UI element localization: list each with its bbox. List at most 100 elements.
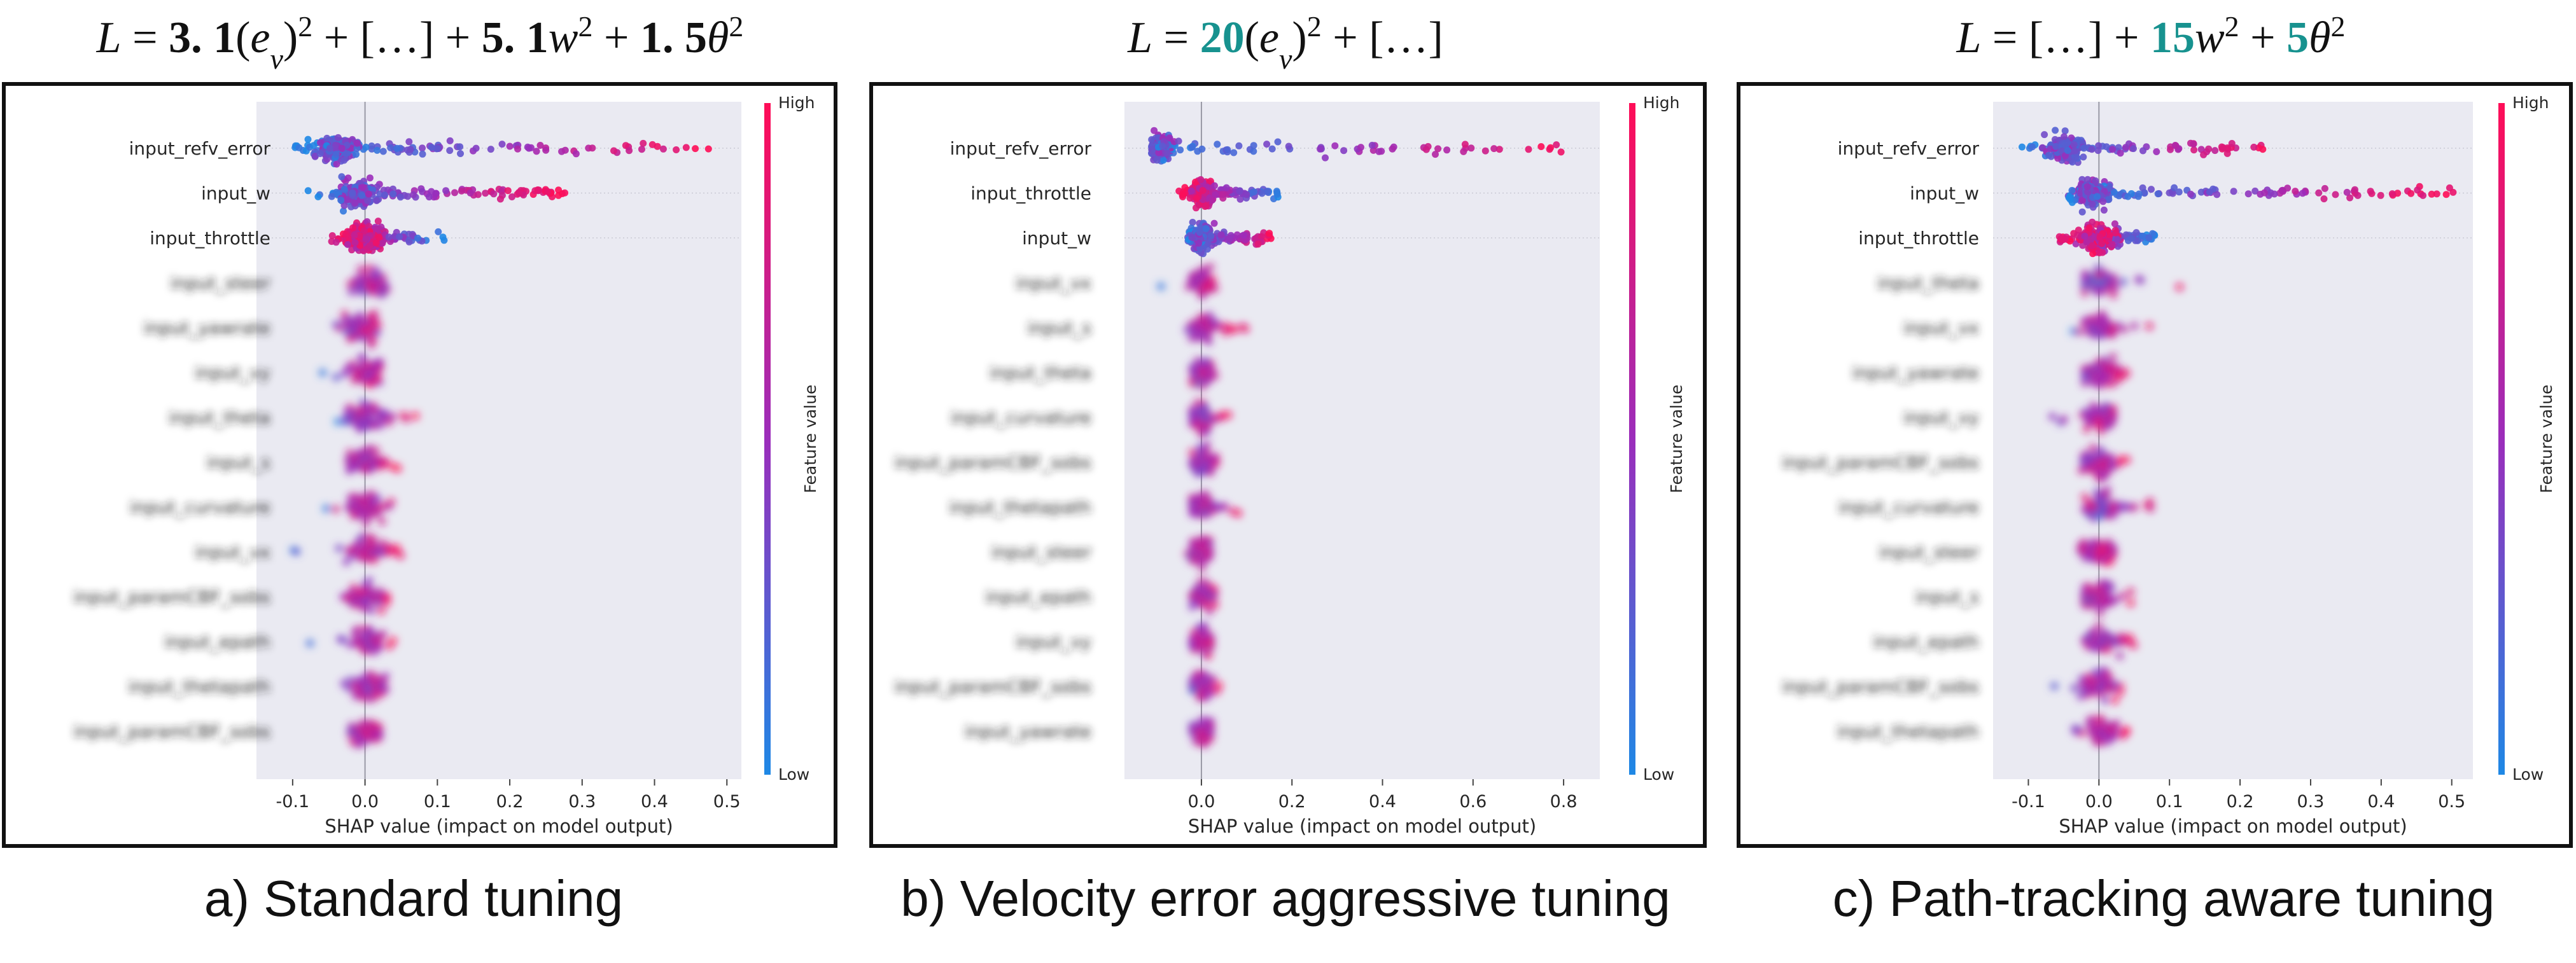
shap-point [1317,145,1324,153]
colorbar [1629,103,1635,775]
feature-row-input-thetapath: input_thetapath [128,670,391,704]
shap-point [2065,194,2073,202]
shap-point [2088,443,2097,453]
shap-point [351,454,360,463]
feature-label: input_epath [985,586,1091,607]
shap-point [1148,136,1156,143]
shap-point [1200,277,1209,286]
shap-point [2085,224,2093,232]
shap-point [364,282,374,292]
shap-point [1188,233,1196,241]
shap-point [1187,187,1195,195]
shap-point [1340,147,1348,155]
shap-point [2428,190,2435,198]
shap-point [365,370,374,380]
shap-point [2099,198,2107,205]
shap-point [391,548,400,557]
loss-formula: L = […] + 15w2 + 5θ2 [1956,10,2345,63]
shap-point [1210,219,1218,227]
shap-point [349,508,359,517]
shap-point [365,380,375,389]
shap-point [2087,597,2096,607]
shap-point [1206,263,1215,272]
shap-point [2068,186,2076,194]
feature-label: input_thetapath [949,497,1091,518]
feature-label: input_yawrate [964,721,1091,742]
shap-point [317,139,324,146]
shap-point [370,270,380,279]
shap-point [1210,414,1219,424]
shap-point [1557,148,1565,156]
shap-point [1258,190,1266,197]
shap-point [1250,188,1258,196]
shap-point [1208,197,1216,204]
shap-point [2112,229,2119,237]
colorbar [2498,103,2505,775]
feature-label: input_throttle [970,183,1091,204]
shap-point [410,412,420,420]
shap-point [2108,240,2116,248]
shap-point [2145,321,2154,331]
shap-point [2101,374,2111,384]
shap-point [2096,586,2106,596]
shap-point [561,146,569,154]
shap-point [344,683,353,693]
shap-point [2111,719,2121,728]
feature-row-input-refv-error: input_refv_error [950,127,1600,165]
shap-point [344,174,352,182]
shap-point [1155,149,1163,156]
shap-point [1156,282,1166,291]
shap-point [2139,232,2146,240]
shap-point [2250,143,2258,151]
shap-point [1205,639,1214,648]
shap-point [1460,148,1467,155]
shap-point [1203,651,1213,660]
shap-point [482,190,489,197]
shap-point [363,445,372,454]
shap-point [356,588,366,598]
shap-point [472,144,480,152]
shap-point [1187,637,1197,647]
colorbar-title: Feature value [1667,385,1686,494]
shap-point [1322,154,1329,162]
feature-label: input_steer [170,273,270,294]
shap-point [2089,242,2096,249]
shap-point [2187,190,2194,198]
panel-caption: b) Velocity error aggressive tuning [900,870,1670,927]
shap-point [2148,186,2155,193]
shap-point [2085,720,2094,730]
shap-point [357,681,367,690]
shap-point [384,641,394,651]
shap-point [515,190,523,197]
x-tick-label: 0.8 [1550,792,1578,812]
shap-point [1230,149,1238,156]
shap-point [1553,141,1560,149]
shap-point [692,145,699,153]
shap-point [622,142,629,149]
shap-point [2096,714,2104,723]
shap-point [2091,406,2101,416]
shap-point [428,188,435,195]
shap-point [1198,291,1207,301]
x-tick-label: 0.6 [1459,792,1487,812]
shap-point [378,629,388,639]
panel-caption: a) Standard tuning [204,870,623,927]
shap-point [1205,363,1214,373]
shap-point [2115,651,2124,661]
shap-point [2118,592,2127,601]
shap-point [2100,363,2110,373]
shap-point [2135,190,2143,198]
shap-point [362,235,370,243]
shap-point [384,502,393,511]
colorbar-high-label: High [778,94,815,112]
shap-point [374,218,382,225]
shap-point [363,684,373,693]
shap-point [1274,138,1282,146]
shap-point [2211,147,2219,155]
shap-point [2094,621,2103,631]
shap-point [457,150,464,157]
shap-point [1198,502,1208,512]
shap-point [1254,240,1262,248]
shap-point [405,238,413,246]
shap-point [2109,510,2118,520]
